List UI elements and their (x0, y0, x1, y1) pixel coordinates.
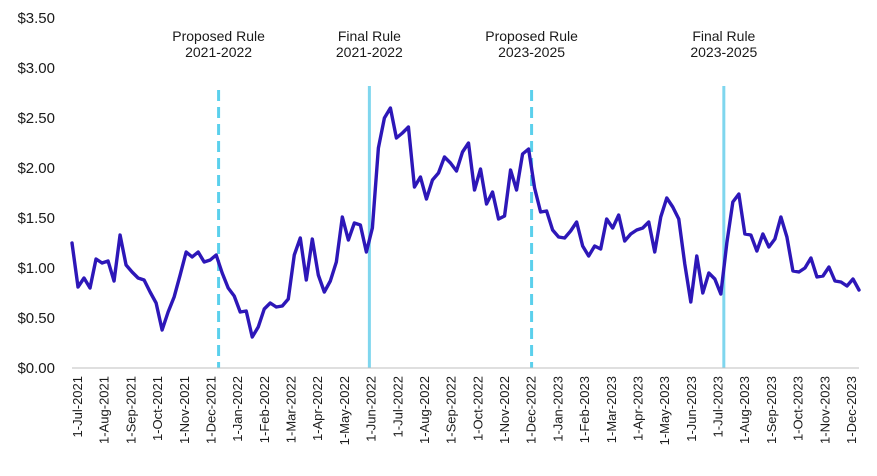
x-tick-label: 1-Aug-2022 (417, 376, 432, 444)
y-tick-label: $2.50 (17, 110, 55, 127)
x-tick-label: 1-Feb-2022 (257, 376, 272, 443)
x-tick-label: 1-Jun-2022 (364, 376, 379, 442)
x-tick-label: 1-Aug-2023 (737, 376, 752, 444)
x-tick-label: 1-Jul-2021 (70, 376, 85, 437)
x-tick-label: 1-Mar-2023 (604, 376, 619, 443)
y-tick-label: $3.50 (17, 10, 55, 27)
x-tick-label: 1-Oct-2022 (470, 376, 485, 441)
rule-label-line1: Final Rule (338, 28, 401, 44)
x-tick-label: 1-Jul-2023 (711, 376, 726, 437)
rule-label-line2: 2023-2025 (498, 44, 565, 60)
x-tick-label: 1-Oct-2023 (791, 376, 806, 441)
y-tick-label: $0.00 (17, 360, 55, 377)
series-line (70, 106, 861, 339)
x-tick-label: 1-Jun-2023 (684, 376, 699, 442)
rule-label-line2: 2021-2022 (185, 44, 252, 60)
y-tick-label: $1.00 (17, 260, 55, 277)
x-tick-label: 1-Dec-2022 (524, 376, 539, 444)
x-tick-label: 1-Sep-2022 (444, 376, 459, 444)
rule-label-line1: Proposed Rule (485, 28, 578, 44)
x-tick-label: 1-Dec-2021 (203, 376, 218, 444)
x-tick-label: 1-Jan-2023 (550, 376, 565, 442)
rule-label-line1: Proposed Rule (172, 28, 265, 44)
x-tick-label: 1-Jul-2022 (390, 376, 405, 437)
y-tick-label: $0.50 (17, 310, 55, 327)
x-tick-label: 1-May-2022 (337, 376, 352, 445)
y-axis-ticks: $0.00 $0.50 $1.00 $1.50 $2.00 $2.50 $3.00 $3.50 (17, 10, 55, 377)
x-tick-label: 1-Sep-2021 (123, 376, 138, 444)
x-tick-label: 1-Nov-2021 (177, 376, 192, 444)
x-tick-label: 1-Nov-2022 (497, 376, 512, 444)
x-tick-label: 1-Dec-2023 (844, 376, 859, 444)
x-tick-label: 1-Sep-2023 (764, 376, 779, 444)
x-tick-label: 1-May-2023 (657, 376, 672, 445)
rule-label-line2: 2021-2022 (336, 44, 403, 60)
y-tick-label: $2.00 (17, 160, 55, 177)
x-tick-label: 1-Nov-2023 (817, 376, 832, 444)
x-tick-label: 1-Aug-2021 (97, 376, 112, 444)
rule-label-line1: Final Rule (692, 28, 755, 44)
x-tick-label: 1-Oct-2021 (150, 376, 165, 441)
x-axis-ticks: 1-Jul-2021 1-Aug-2021 1-Sep-2021 1-Oct-2021… (70, 376, 859, 445)
y-tick-label: $3.00 (17, 60, 55, 77)
y-tick-label: $1.50 (17, 210, 55, 227)
x-tick-label: 1-Apr-2022 (310, 376, 325, 441)
x-tick-label: 1-Jan-2022 (230, 376, 245, 442)
x-tick-label: 1-Mar-2022 (284, 376, 299, 443)
x-tick-label: 1-Feb-2023 (577, 376, 592, 443)
rule-label-line2: 2023-2025 (690, 44, 757, 60)
price-series (70, 106, 861, 339)
x-tick-label: 1-Apr-2023 (631, 376, 646, 441)
